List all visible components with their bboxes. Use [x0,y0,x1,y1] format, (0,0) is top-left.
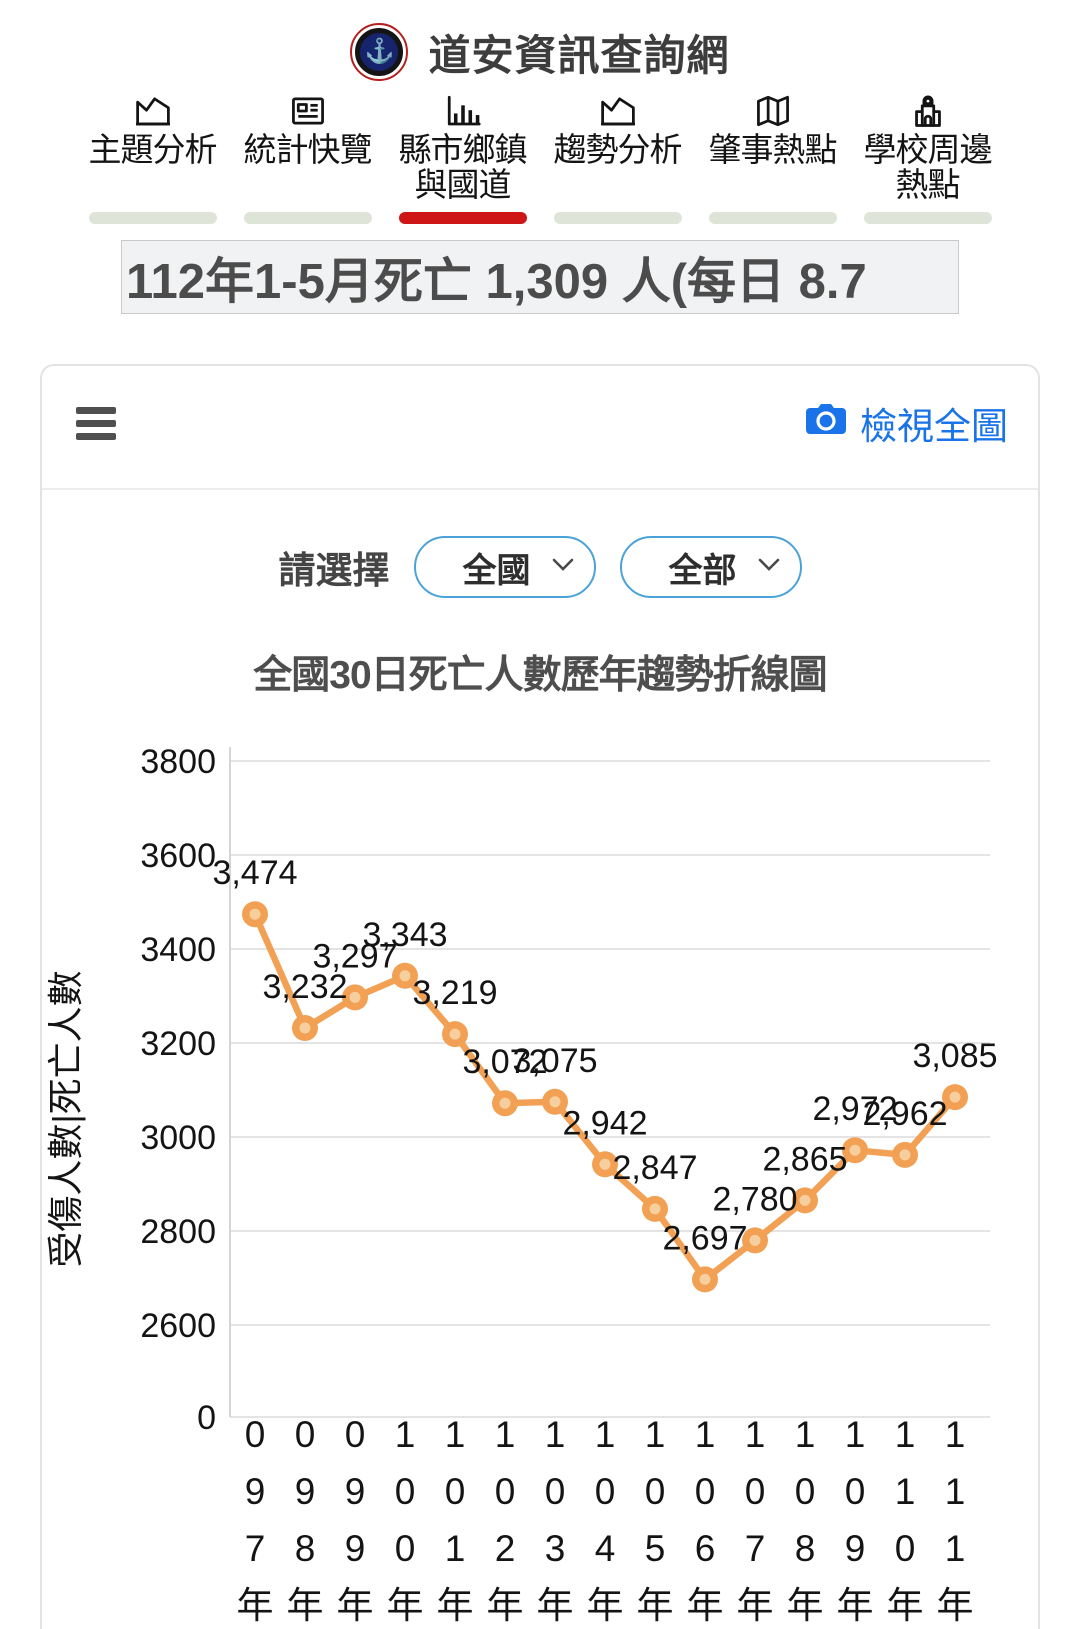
svg-text:3200: 3200 [140,1025,216,1063]
svg-text:2,972: 2,972 [812,1090,897,1128]
nav-item-label: 學校周邊 熱點 [863,131,993,204]
svg-text:2,942: 2,942 [562,1104,647,1142]
main-nav: 主題分析 統計快覽 縣市鄉鎮 與國道 趨勢分析 肇事熱點 學校周邊 熱點 [0,92,1080,224]
svg-text:3,075: 3,075 [512,1042,597,1080]
svg-text:2,865: 2,865 [762,1140,847,1178]
y-axis-label: 受傷人數|死亡人數 [45,970,86,1267]
nav-item-label: 統計快覽 [243,131,373,168]
svg-text:3600: 3600 [140,837,216,875]
school-icon [908,92,948,128]
nav-item-county-township[interactable]: 縣市鄉鎮 與國道 [398,92,528,224]
card-topbar: 檢視全圖 [42,366,1038,490]
view-full-image-button[interactable]: 檢視全圖 [804,396,1008,450]
marquee-banner: 112年1-5月死亡 1,309 人(每日 8.7 [121,240,959,314]
map-icon [753,92,793,128]
region-select[interactable]: 全國 [413,536,596,598]
nav-item-stats-overview[interactable]: 統計快覽 [243,92,373,224]
category-select[interactable]: 全部 [619,536,802,598]
select-row: 請選擇 全國 全部 [42,536,1038,598]
y-axis-ticks: 3800 3600 3400 3200 3000 2800 2600 0 [140,743,216,1437]
svg-text:3,085: 3,085 [912,1037,997,1075]
data-points [242,901,968,1293]
svg-text:0: 0 [197,1399,216,1437]
svg-text:3,219: 3,219 [412,974,497,1012]
nav-item-label: 肇事熱點 [708,131,838,168]
nav-underline-active [398,212,527,224]
svg-text:2,780: 2,780 [712,1180,797,1218]
gridlines [229,747,990,1418]
view-full-label: 檢視全圖 [860,406,1008,447]
site-title: 道安資訊查詢網 [428,31,730,79]
svg-text:3,232: 3,232 [262,968,347,1006]
svg-text:2800: 2800 [140,1213,216,1251]
svg-text:2600: 2600 [140,1307,216,1345]
nav-underline [243,212,372,224]
region-select-value: 全國 [462,551,531,590]
nav-item-crash-hotspots[interactable]: 肇事熱點 [708,92,838,224]
anchor-emblem-icon: ⚓ [355,28,404,76]
svg-text:2,962: 2,962 [862,1095,947,1133]
nav-item-label: 縣市鄉鎮 與國道 [398,131,528,204]
x-axis-labels: 0 9 7 年 0 9 8 年 0 9 9 年 1 0 0 年 1 0 1 年 1 0 2 年 1 0 3 年 1 0 4 年 1 0 5 年 1 0 6 年… [237,1414,974,1626]
svg-text:2,847: 2,847 [612,1149,697,1187]
nav-item-topic-analysis[interactable]: 主題分析 [88,92,218,224]
nav-item-label: 主題分析 [88,131,218,168]
svg-text:3,297: 3,297 [312,937,397,975]
area-chart-icon [133,92,173,128]
area-chart-icon [598,92,638,128]
nav-underline [553,212,682,224]
nav-underline [863,212,992,224]
chart-card: 檢視全圖 請選擇 全國 全部 全國30日死亡人數歷年趨勢折線圖 3800 3600… [40,364,1040,1629]
chart-title: 全國30日死亡人數歷年趨勢折線圖 [253,654,827,697]
camera-icon [804,400,848,447]
hamburger-icon [76,406,116,414]
nav-item-school-area-hotspots[interactable]: 學校周邊 熱點 [863,92,993,224]
svg-text:3,343: 3,343 [362,916,447,954]
svg-text:2,697: 2,697 [662,1219,747,1257]
marquee-text: 112年1-5月死亡 1,309 人(每日 8.7 [126,254,867,309]
newspaper-icon [288,92,328,128]
svg-text:3400: 3400 [140,931,216,969]
menu-button[interactable] [72,403,120,444]
select-prompt-label: 請選擇 [278,550,390,591]
category-select-value: 全部 [668,551,737,590]
site-logo: ⚓ [350,23,409,81]
chevron-down-icon [758,558,780,577]
chevron-down-icon [552,558,574,577]
site-header: ⚓ 道安資訊查詢網 [0,0,1080,84]
nav-underline [708,212,837,224]
svg-text:3,072: 3,072 [462,1043,547,1081]
svg-text:3000: 3000 [140,1119,216,1157]
trend-line-chart: 3800 3600 3400 3200 3000 2800 2600 0 受傷人數|死亡人數 3,… [42,702,1038,1629]
nav-underline [88,212,217,224]
svg-text:3,474: 3,474 [212,854,297,892]
nav-item-trend-analysis[interactable]: 趨勢分析 [553,92,683,224]
nav-item-label: 趨勢分析 [553,131,683,168]
line-chart-svg: 3800 3600 3400 3200 3000 2800 2600 0 受傷人數|死亡人數 3,… [45,743,998,1626]
svg-text:3800: 3800 [140,743,216,781]
bar-chart-icon [443,92,483,128]
svg-text:受傷人數|死亡人數: 受傷人數|死亡人數 [45,970,86,1267]
